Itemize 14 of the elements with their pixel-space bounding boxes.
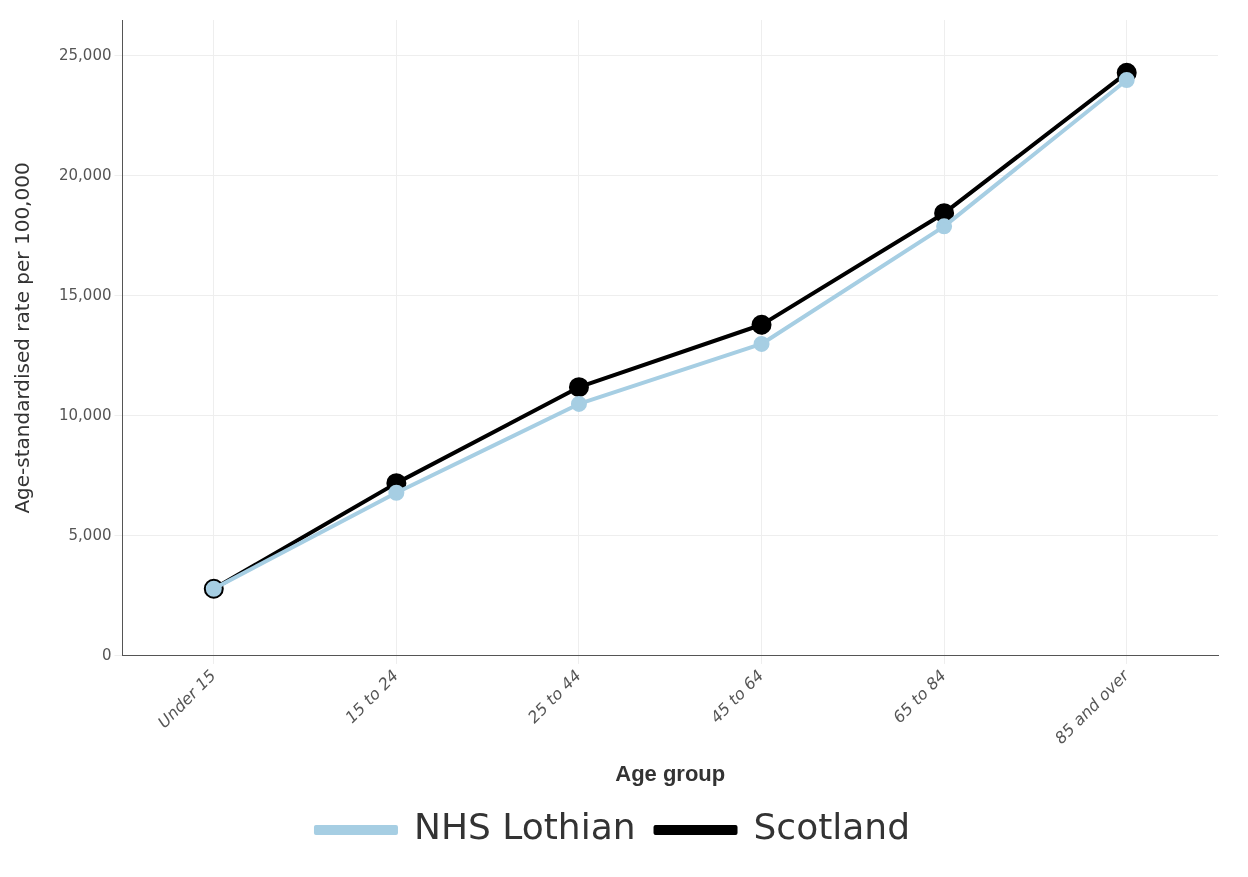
legend-label: NHS Lothian: [413, 806, 636, 848]
y-tick-label: 15,000: [58, 285, 112, 304]
y-tick-label: 0: [101, 645, 112, 664]
y-tick-label: 20,000: [58, 165, 112, 184]
x-tick-label: 25 to 44: [523, 666, 585, 727]
y-tick-label: 5,000: [68, 525, 112, 544]
y-axis-title: Age-standardised rate per 100,000: [10, 162, 35, 514]
x-tick-label: 65 to 84: [889, 666, 950, 727]
y-tick-label: 10,000: [58, 405, 112, 424]
y-tick-label: 25,000: [58, 45, 112, 64]
legend-label: Scotland: [753, 806, 911, 848]
x-tick-label: 45 to 64: [706, 666, 768, 727]
x-axis-title: Age group: [615, 760, 726, 786]
x-tick-label: 15 to 24: [341, 666, 403, 727]
